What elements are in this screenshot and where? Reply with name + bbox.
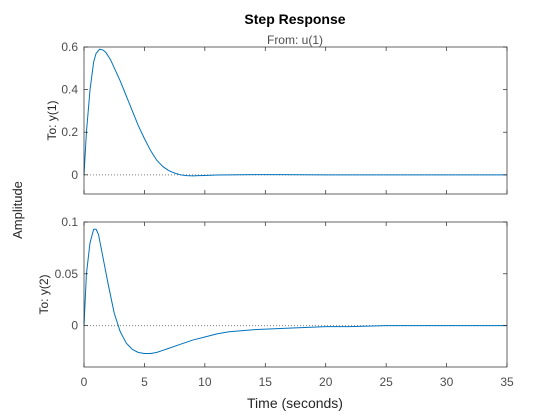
subplot-1: 0 0.2 0.4 0.6 To: y(1) [45, 40, 508, 195]
y-tick-label: 0.1 [61, 215, 78, 229]
y-tick-label: 0 [71, 168, 78, 182]
subplot-ylabel: To: y(2) [37, 274, 51, 314]
y-tick-label: 0.05 [55, 267, 79, 281]
y-tick-label: 0.6 [61, 40, 78, 54]
y-tick-label: 0 [71, 319, 78, 333]
x-tick-label: 20 [319, 375, 333, 389]
x-tick-label: 35 [500, 375, 514, 389]
subplot-ylabel: To: y(1) [45, 100, 59, 140]
x-tick-label: 0 [81, 375, 88, 389]
x-tick-label: 15 [259, 375, 273, 389]
chart-title: Step Response [244, 11, 345, 27]
x-tick-label: 30 [440, 375, 454, 389]
plot-box [83, 221, 508, 368]
x-tick-label: 10 [198, 375, 212, 389]
subplots: 0 0.2 0.4 0.6 To: y(1) 0 0.05 0.1 0 5 10 15 20 25 30 35… [37, 40, 514, 389]
y-tick-label: 0.4 [61, 83, 78, 97]
plot-box [83, 46, 508, 195]
response-line-2 [83, 228, 507, 355]
subplot-2: 0 0.05 0.1 0 5 10 15 20 25 30 35 To: y(2) [37, 215, 514, 389]
response-line-1 [83, 48, 507, 177]
chart-subtitle: From: u(1) [267, 33, 323, 47]
x-tick-label: 25 [379, 375, 393, 389]
x-tick-label: 5 [141, 375, 148, 389]
x-axis-label: Time (seconds) [247, 395, 343, 411]
y-tick-label: 0.2 [61, 125, 78, 139]
y-axis-label: Amplitude [10, 181, 25, 239]
